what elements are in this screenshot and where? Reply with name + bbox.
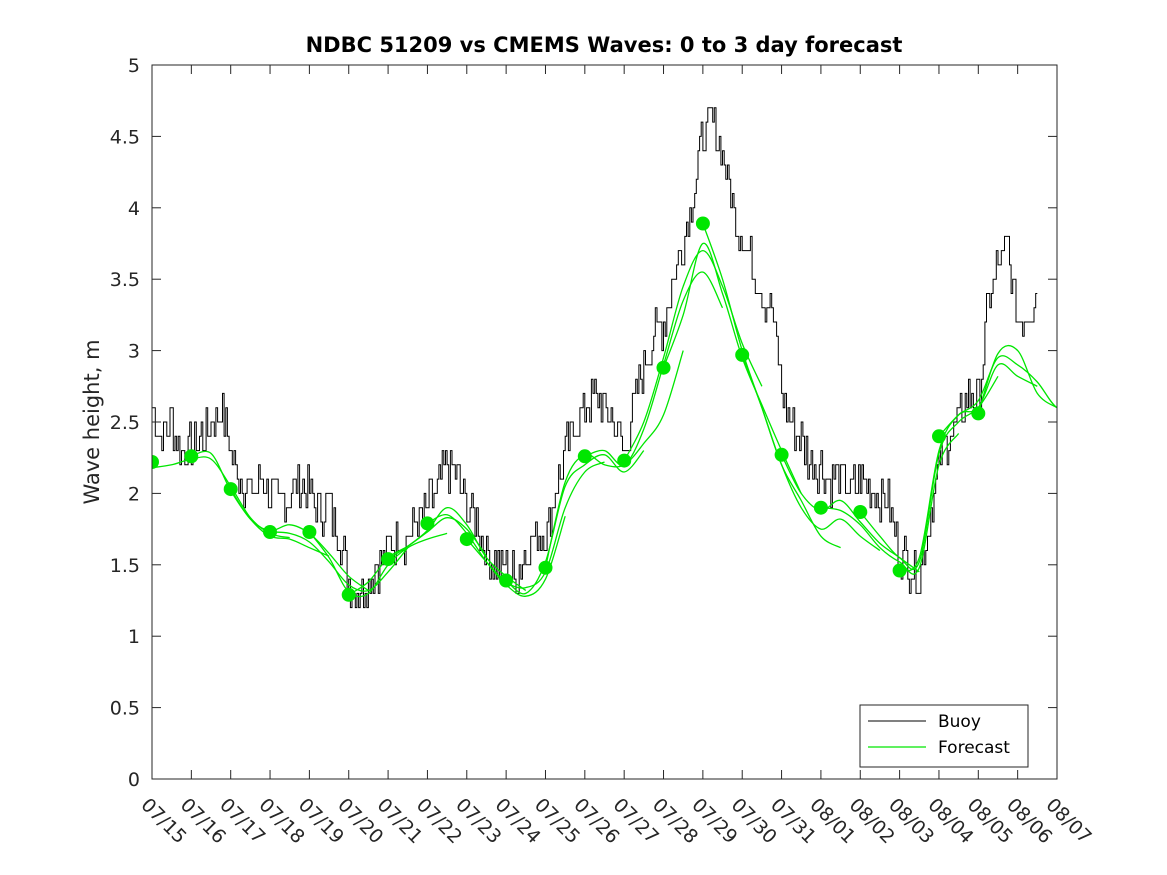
chart-title: NDBC 51209 vs CMEMS Waves: 0 to 3 day fo… — [306, 33, 903, 57]
legend-label-buoy: Buoy — [938, 712, 981, 732]
forecast-marker-point-5 — [302, 525, 317, 539]
forecast-run-line-5 — [308, 531, 448, 598]
forecast-run-line-16 — [741, 354, 881, 552]
forecast-marker-point-1 — [152, 455, 159, 469]
forecast-marker-point-3 — [223, 482, 238, 497]
forecast-run-line-12 — [584, 271, 724, 466]
forecast-marker-point-10 — [499, 573, 514, 588]
forecast-marker-point-2 — [184, 449, 199, 464]
forecast-run-line-8 — [427, 514, 566, 597]
forecast-run-line-14 — [662, 242, 802, 494]
forecast-marker-point-8 — [420, 516, 435, 531]
y-tick-label: 5 — [128, 55, 140, 77]
forecast-marker-point-7 — [381, 552, 396, 567]
legend: Buoy Forecast — [859, 704, 1029, 768]
plot-area — [151, 64, 1058, 780]
forecast-marker-point-6 — [341, 587, 356, 602]
y-tick-label: 2.5 — [110, 412, 140, 434]
data-layer — [152, 107, 1057, 609]
forecast-marker-point-11 — [538, 560, 553, 575]
y-axis: 0 0.5 1 1.5 2 2.5 3 3.5 4 4.5 5 — [110, 55, 1057, 791]
legend-label-forecast: Forecast — [938, 738, 1010, 758]
forecast-run-line-4 — [269, 531, 409, 592]
forecast-run-line-3 — [230, 488, 369, 592]
forecast-marker-point-21 — [932, 429, 946, 444]
y-tick-label: 3 — [128, 341, 140, 363]
forecast-marker-point-17 — [774, 447, 789, 462]
legend-box — [859, 704, 1029, 768]
y-axis-label: Wave height, m — [80, 339, 104, 504]
y-tick-label: 1 — [128, 626, 140, 648]
forecast-run-line-18 — [820, 433, 960, 575]
y-tick-label: 3.5 — [110, 269, 140, 291]
forecast-marker-point-20 — [892, 563, 907, 578]
forecast-marker-point-12 — [577, 449, 592, 464]
y-tick-label: 2 — [128, 483, 140, 505]
forecast-marker-point-9 — [459, 532, 474, 547]
forecast-marker-point-16 — [735, 347, 750, 362]
forecast-run-line-22 — [977, 344, 1057, 414]
forecast-run-line-9 — [466, 461, 605, 589]
buoy-series-line — [152, 107, 1038, 609]
forecast-marker-point-18 — [813, 500, 828, 515]
forecast-marker-point-4 — [263, 525, 277, 539]
forecast-run-line-11 — [544, 350, 684, 568]
y-tick-label: 4.5 — [110, 126, 140, 148]
forecast-marker-point-15 — [695, 216, 710, 231]
forecast-run-line-13 — [623, 249, 763, 461]
forecast-marker-point-13 — [617, 453, 632, 468]
y-tick-label: 1.5 — [110, 555, 140, 577]
y-tick-label: 0.5 — [110, 698, 140, 720]
forecast-run-line-10 — [505, 450, 645, 595]
y-tick-label: 0 — [128, 769, 140, 791]
forecast-marker-point-19 — [853, 505, 868, 519]
forecast-run-line-20 — [899, 363, 1038, 572]
forecast-marker-point-14 — [656, 360, 671, 375]
forecast-run-line-2 — [191, 450, 330, 557]
y-tick-label: 4 — [128, 198, 140, 220]
forecast-marker-point-22 — [971, 406, 986, 421]
